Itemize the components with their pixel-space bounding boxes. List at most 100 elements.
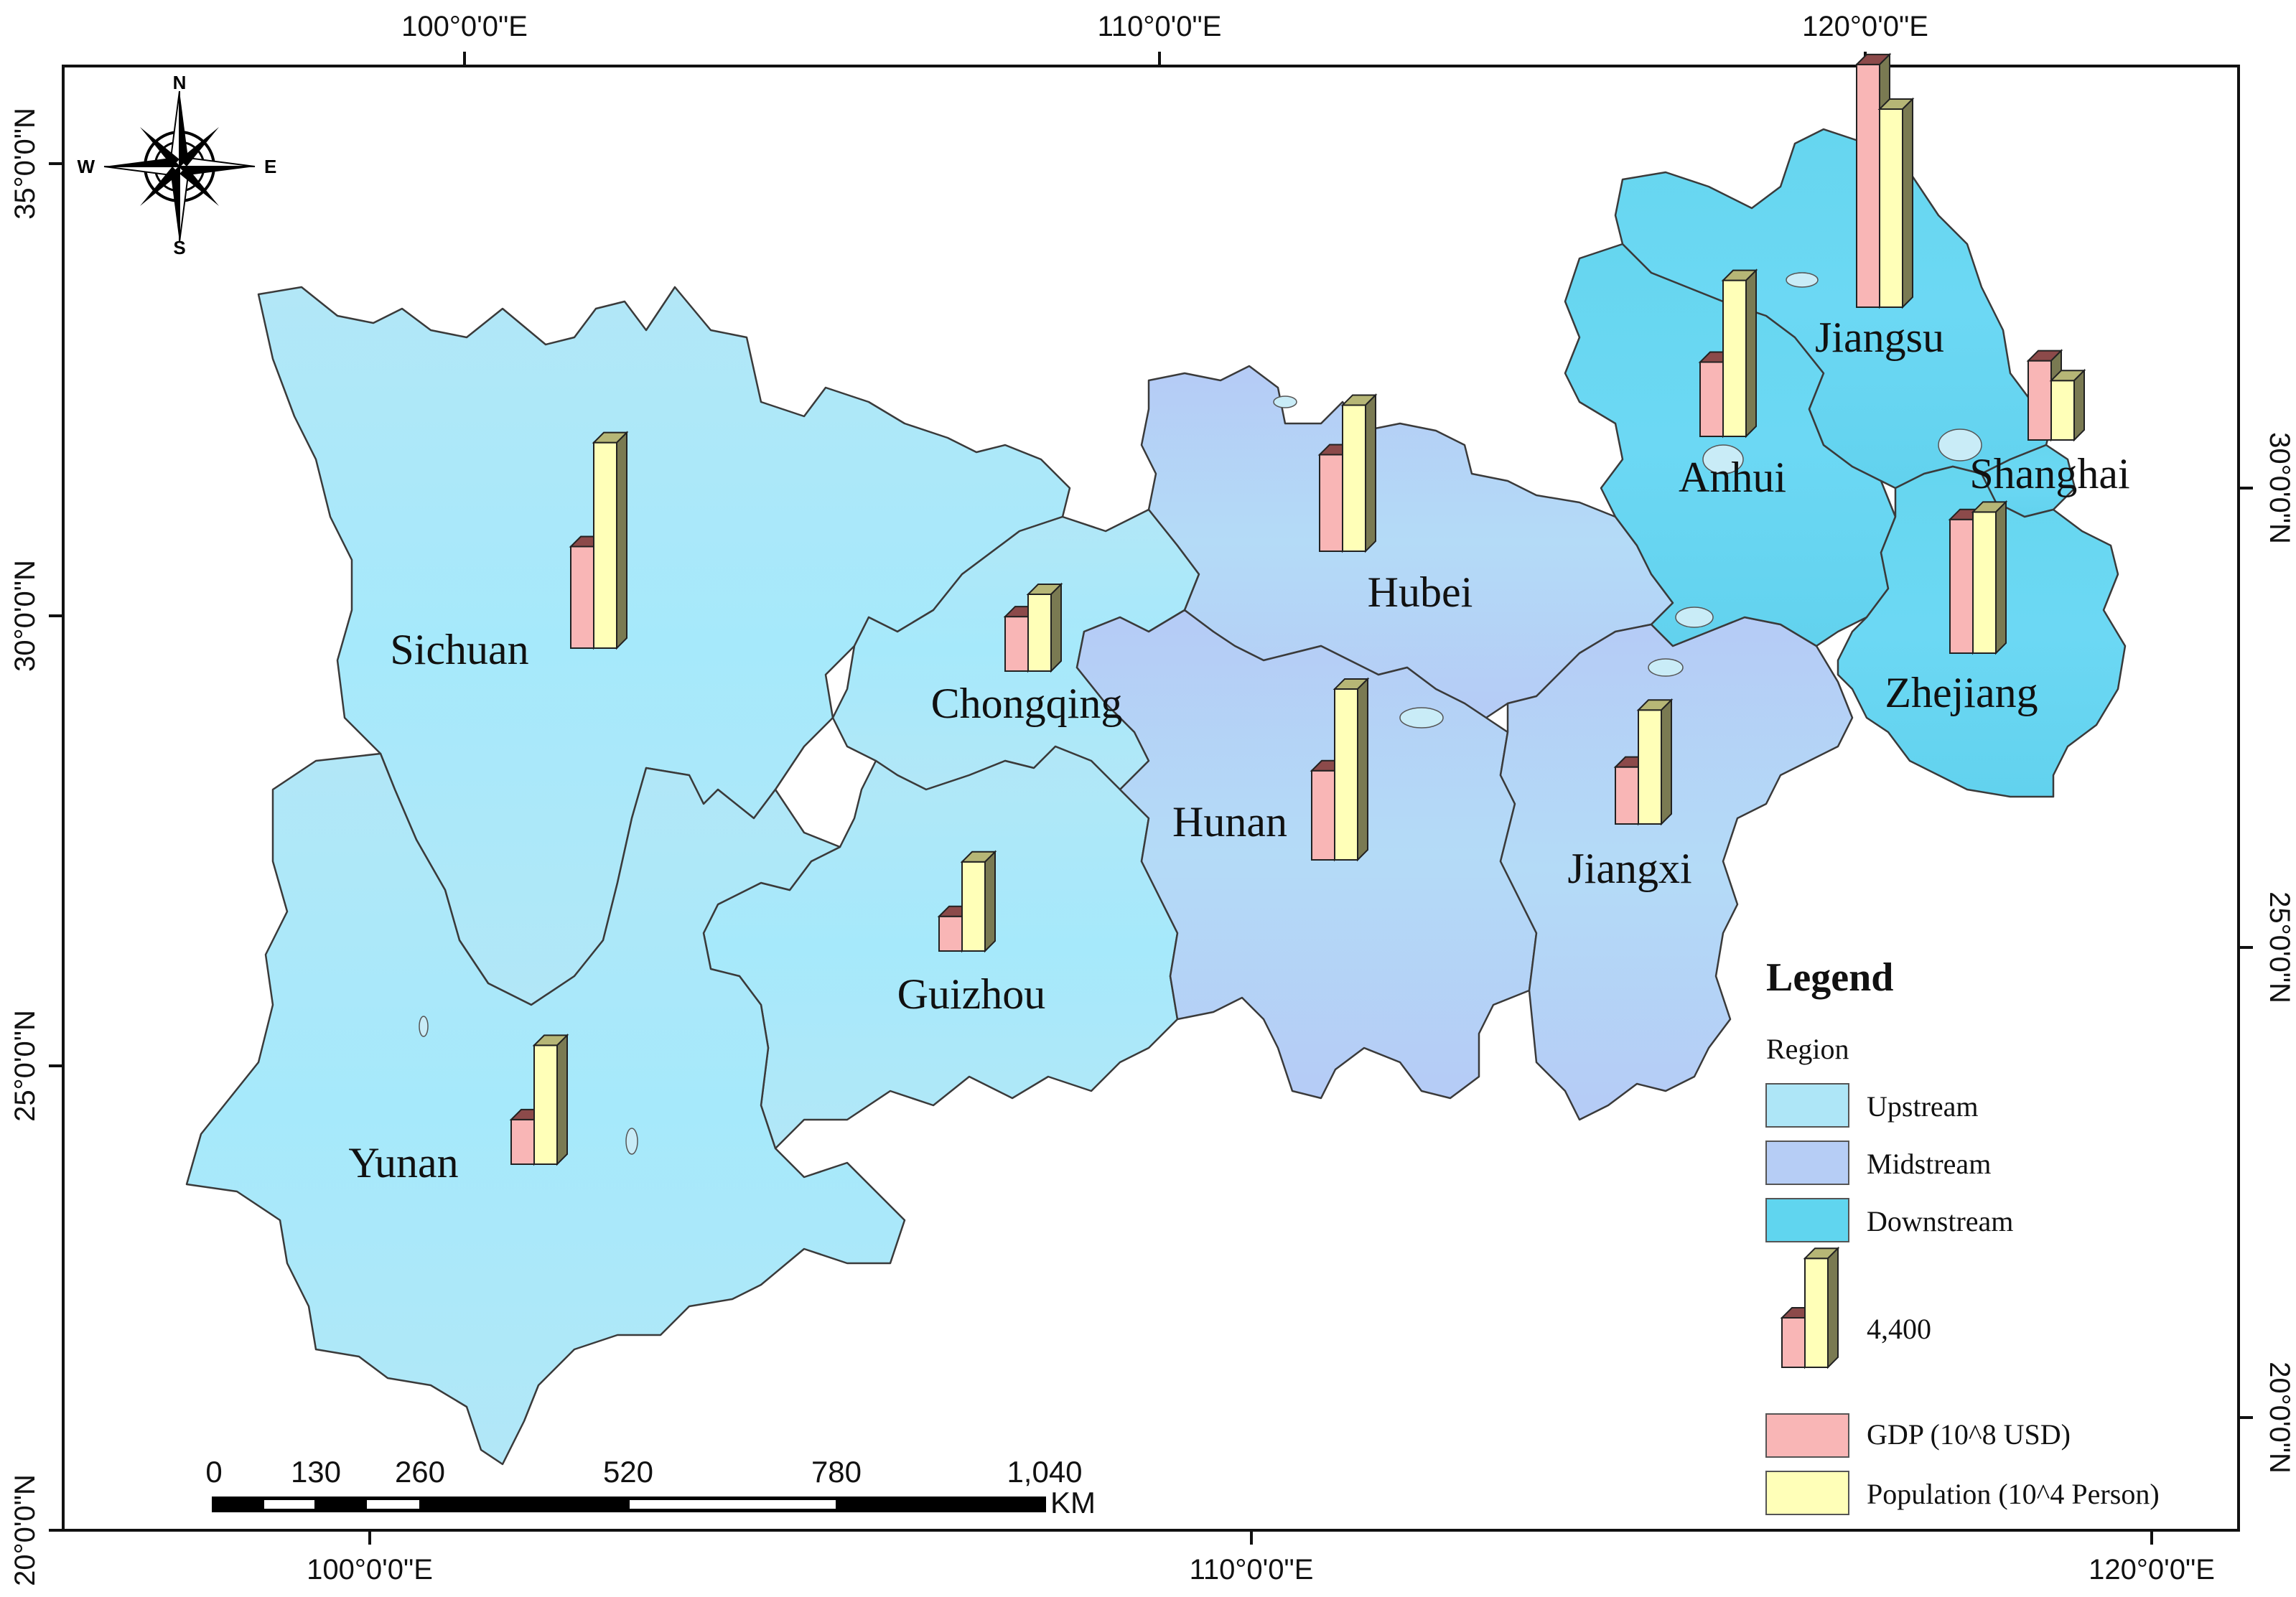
bar-chart-chongqing bbox=[1003, 582, 1063, 673]
population-bar-side bbox=[616, 431, 627, 650]
label-anhui: Anhui bbox=[1679, 454, 1786, 501]
gdp-bar-front bbox=[1856, 63, 1880, 308]
legend: Legend Region Upstream Midstream Downstr… bbox=[1765, 955, 2160, 1515]
population-bar-side bbox=[1661, 698, 1672, 826]
lon-label-top-2: 110°0'0"E bbox=[1098, 11, 1222, 42]
province-bar-charts bbox=[509, 52, 2086, 1166]
lat-label-left-2: 30°0'0"N bbox=[9, 560, 41, 672]
lon-label-bottom-1: 100°0'0"E bbox=[307, 1554, 433, 1586]
lon-label-top-1: 100°0'0"E bbox=[401, 11, 528, 42]
legend-swatch-midstream bbox=[1765, 1141, 1849, 1185]
scale-tick-4: 780 bbox=[811, 1455, 862, 1489]
region-midstream bbox=[1075, 365, 1854, 1121]
lat-label-right-2: 25°0'0"N bbox=[2264, 891, 2295, 1003]
scale-bar-segment bbox=[630, 1500, 836, 1509]
bar-chart-anhui bbox=[1698, 268, 1758, 439]
label-hunan: Hunan bbox=[1172, 798, 1287, 846]
gdp-bar-front bbox=[1615, 766, 1639, 825]
gdp-bar-front bbox=[1311, 769, 1335, 861]
population-bar-front bbox=[1972, 511, 1997, 654]
bar-chart-hunan bbox=[1310, 677, 1370, 862]
gdp-bar-front bbox=[570, 545, 594, 649]
lat-label-left-3: 25°0'0"N bbox=[9, 1010, 41, 1122]
graticule-ticks bbox=[49, 52, 2253, 1545]
gdp-bar-front bbox=[1004, 616, 1029, 672]
region-upstream bbox=[185, 286, 1200, 1466]
lon-label-bottom-2: 110°0'0"E bbox=[1190, 1554, 1314, 1586]
bar-chart-sichuan bbox=[569, 431, 629, 650]
population-bar-side bbox=[1357, 677, 1368, 862]
legend-swatch-upstream bbox=[1765, 1083, 1849, 1128]
scale-tick-5: 1,040 bbox=[1007, 1455, 1082, 1489]
label-zhejiang: Zhejiang bbox=[1885, 669, 2038, 716]
population-bar-side bbox=[1050, 582, 1062, 673]
population-bar-front bbox=[961, 861, 986, 952]
population-bar-front bbox=[2050, 380, 2075, 441]
legend-title: Legend bbox=[1766, 955, 1893, 1000]
lat-label-right-3: 20°0'0"N bbox=[2264, 1362, 2295, 1474]
population-bar-side bbox=[1902, 97, 1913, 309]
label-shanghai: Shanghai bbox=[1969, 450, 2129, 497]
legend-swatch-population bbox=[1765, 1471, 1849, 1515]
legend-bar-value: 4,400 bbox=[1867, 1313, 1931, 1345]
scale-tick-2: 260 bbox=[395, 1455, 445, 1489]
map-frame bbox=[62, 65, 2240, 1532]
legend-label-downstream: Downstream bbox=[1867, 1205, 2013, 1237]
scale-bar-base bbox=[212, 1497, 1046, 1512]
legend-label-upstream: Upstream bbox=[1867, 1090, 1979, 1123]
gdp-bar-front bbox=[938, 915, 963, 952]
scale-bar-segment bbox=[264, 1500, 314, 1509]
legend-subtitle: Region bbox=[1766, 1033, 1849, 1065]
bar-chart-guizhou bbox=[937, 850, 997, 953]
province-labels: Sichuan Chongqing Guizhou Yunan Hubei Hu… bbox=[348, 314, 2129, 1186]
population-bar-side bbox=[1827, 1246, 1839, 1369]
compass-w: W bbox=[77, 156, 95, 177]
bar-chart-hubei bbox=[1317, 393, 1378, 553]
label-chongqing: Chongqing bbox=[931, 680, 1123, 727]
population-bar-front bbox=[1722, 279, 1747, 437]
bar-chart-jiangxi bbox=[1613, 698, 1674, 826]
legend-swatch-gdp bbox=[1765, 1413, 1849, 1458]
legend-sample-bars bbox=[1780, 1246, 1840, 1369]
population-bar-front bbox=[593, 441, 617, 649]
population-bar-side bbox=[984, 850, 996, 953]
scale-bar: 0 130 260 520 780 1,040 KM bbox=[205, 1455, 1096, 1519]
population-bar-front bbox=[1027, 594, 1052, 672]
bar-chart-shanghai bbox=[2026, 349, 2086, 442]
lon-label-top-3: 120°0'0"E bbox=[1802, 11, 1928, 42]
population-bar-side bbox=[2073, 368, 2085, 442]
compass-rose-icon: N S E W bbox=[77, 72, 276, 258]
compass-n: N bbox=[173, 72, 187, 93]
legend-label-gdp: GDP (10^8 USD) bbox=[1867, 1418, 2071, 1451]
legend-label-population: Population (10^4 Person) bbox=[1867, 1478, 2160, 1510]
lat-label-right-1: 30°0'0"N bbox=[2264, 432, 2295, 544]
gdp-bar-front bbox=[1319, 454, 1343, 552]
population-bar-front bbox=[1804, 1258, 1829, 1368]
population-bar-front bbox=[1342, 404, 1366, 552]
legend-label-midstream: Midstream bbox=[1867, 1148, 1991, 1180]
population-bar-side bbox=[1995, 500, 2007, 655]
population-bar-side bbox=[556, 1033, 568, 1166]
compass-e: E bbox=[264, 156, 276, 177]
lakes bbox=[419, 272, 1982, 1155]
lon-label-bottom-3: 120°0'0"E bbox=[2089, 1554, 2215, 1586]
label-yunan: Yunan bbox=[348, 1139, 458, 1186]
population-bar-front bbox=[1638, 709, 1662, 825]
population-bar-side bbox=[1365, 393, 1376, 553]
label-jiangsu: Jiangsu bbox=[1815, 314, 1944, 361]
population-bar-front bbox=[533, 1044, 558, 1165]
scale-tick-1: 130 bbox=[291, 1455, 341, 1489]
scale-tick-0: 0 bbox=[205, 1455, 222, 1489]
label-sichuan: Sichuan bbox=[390, 626, 528, 673]
gdp-bar-front bbox=[2027, 360, 2052, 441]
bar-chart-yunan bbox=[509, 1033, 569, 1166]
label-hubei: Hubei bbox=[1368, 568, 1473, 616]
population-bar-front bbox=[1334, 688, 1358, 861]
legend-bar-sample-icon bbox=[1780, 1246, 1840, 1369]
label-jiangxi: Jiangxi bbox=[1567, 845, 1691, 892]
province-hunan[interactable] bbox=[1075, 609, 1538, 1100]
scale-tick-3: 520 bbox=[603, 1455, 653, 1489]
gdp-bar-front bbox=[1949, 518, 1974, 654]
scale-unit: KM bbox=[1050, 1486, 1096, 1519]
